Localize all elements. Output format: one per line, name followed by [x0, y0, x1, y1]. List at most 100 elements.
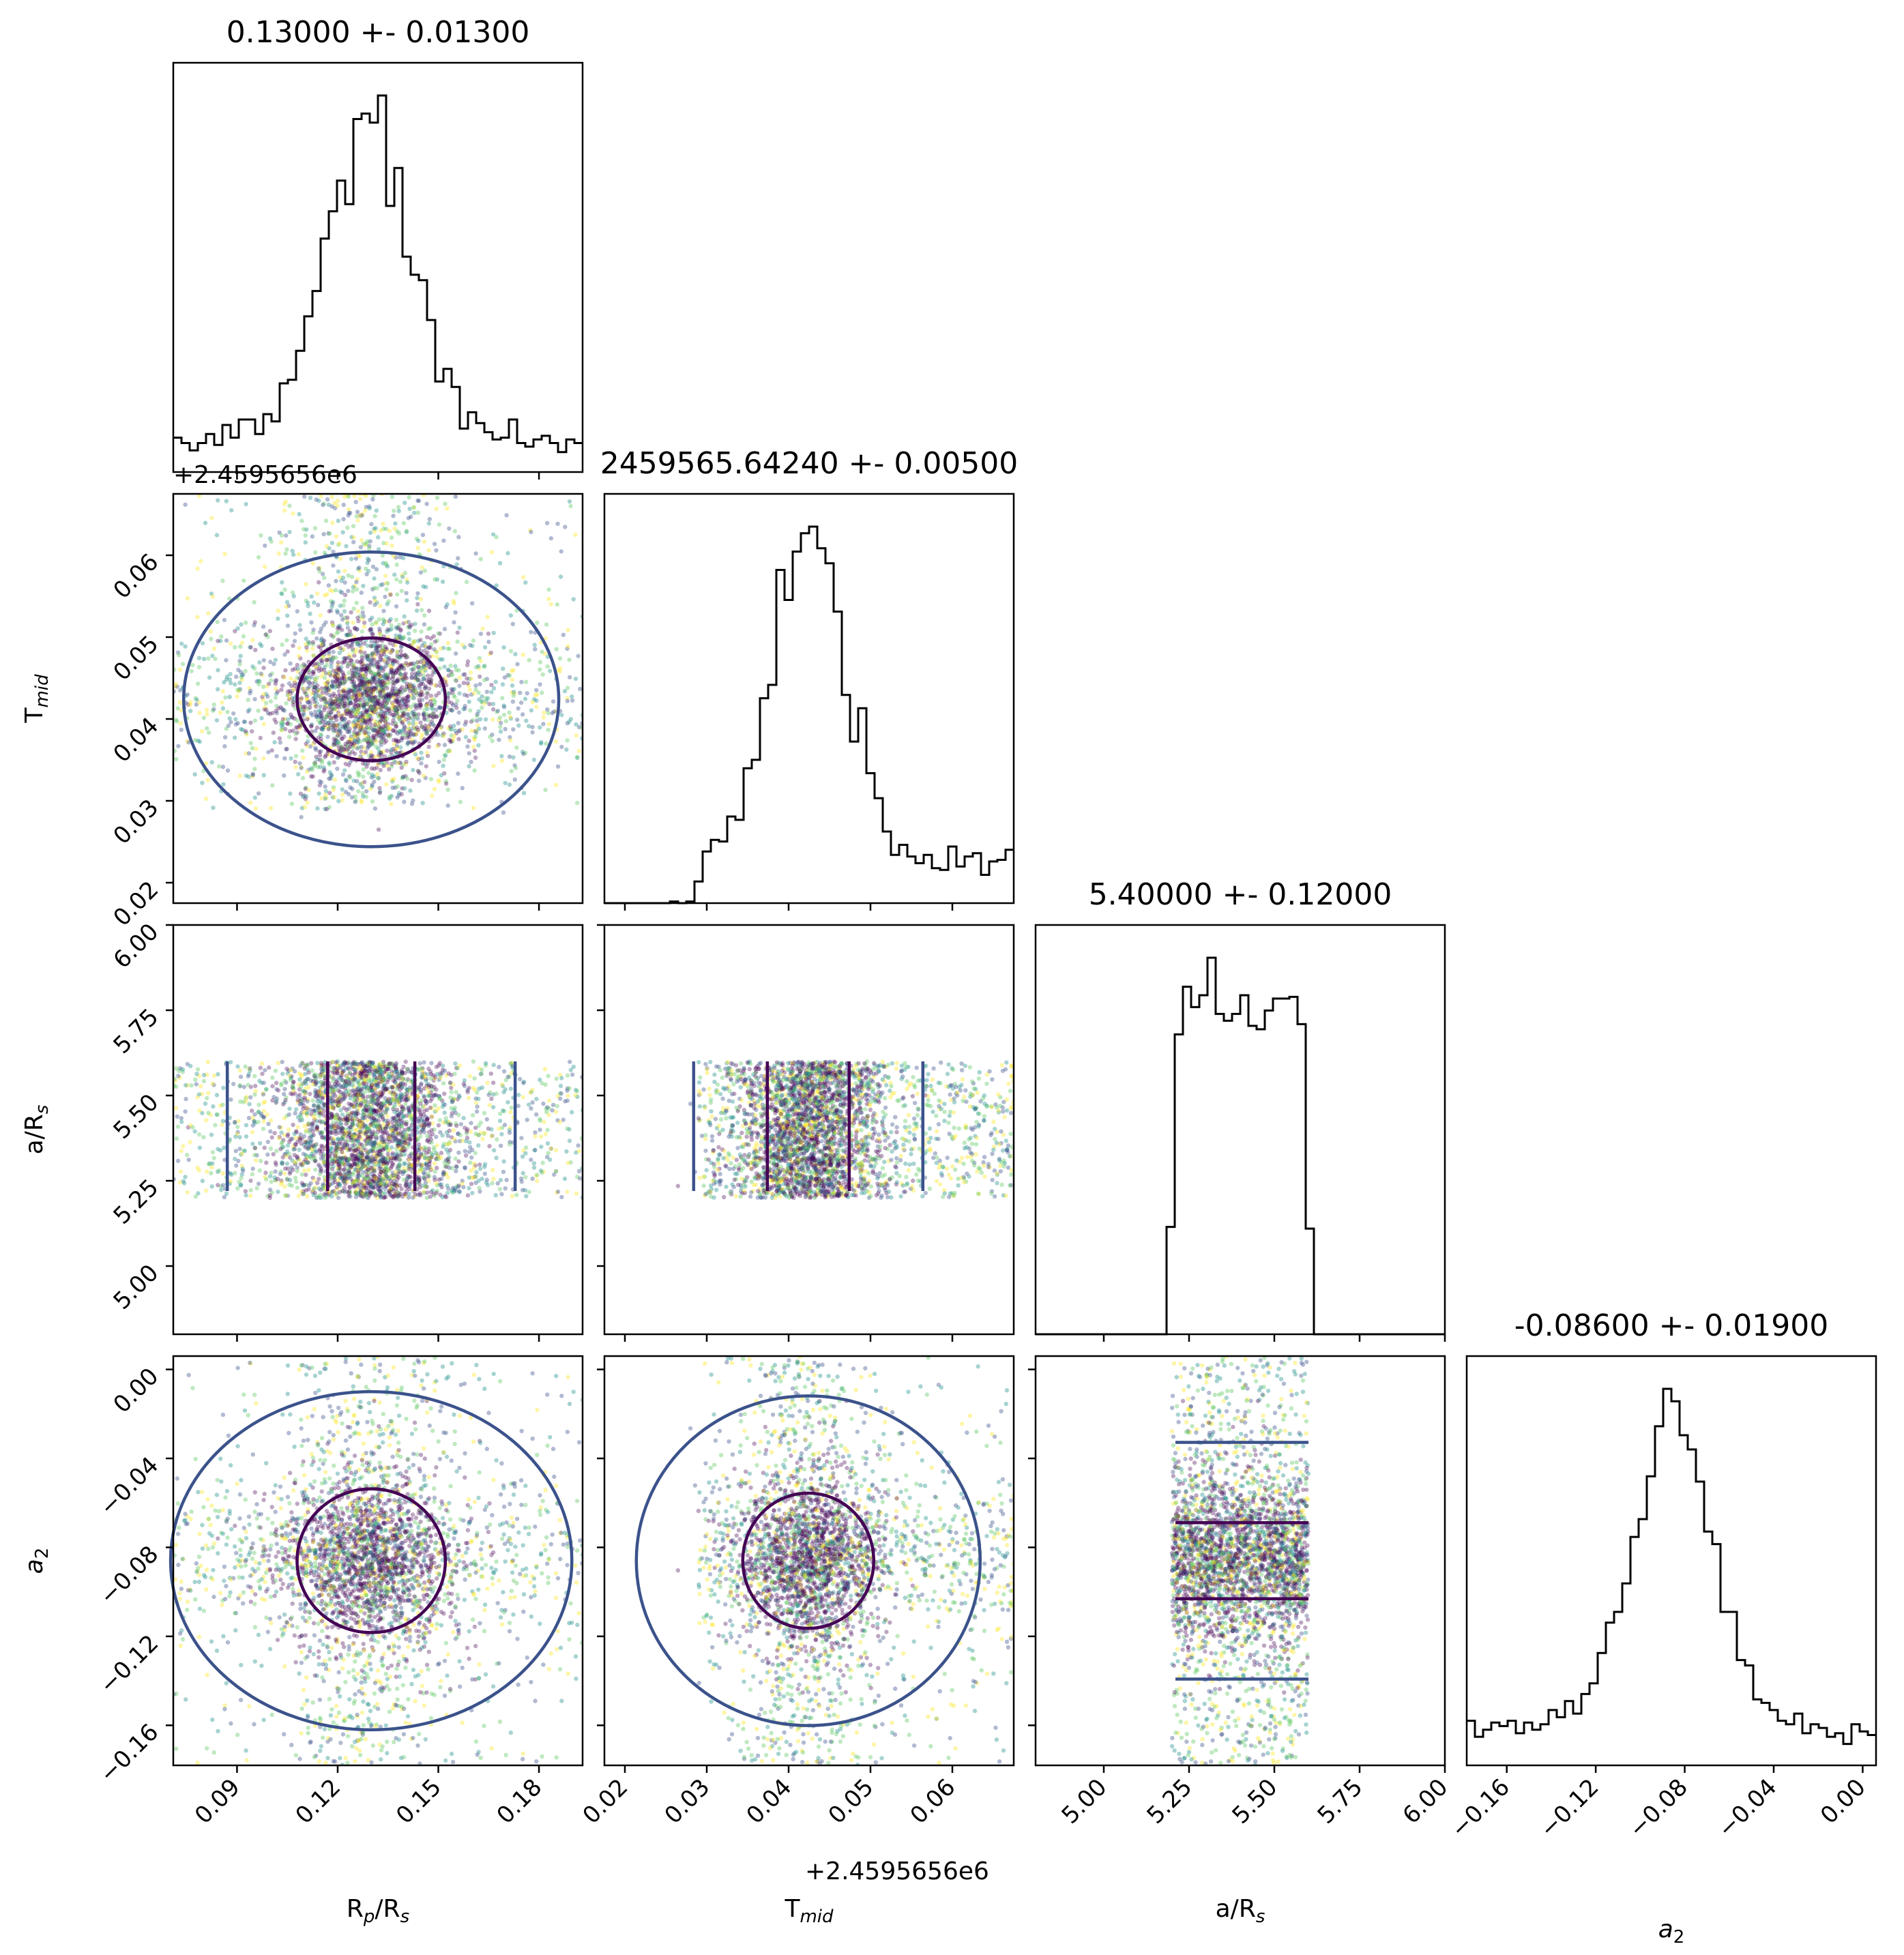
scatter-point — [394, 739, 398, 744]
scatter-point — [402, 673, 407, 677]
scatter-point — [185, 692, 190, 697]
scatter-point — [342, 734, 347, 739]
scatter-point — [333, 672, 338, 677]
scatter-point — [246, 774, 251, 779]
scatter-point — [269, 806, 274, 810]
scatter-point — [418, 570, 424, 575]
scatter-point — [371, 728, 376, 733]
scatter-point — [379, 686, 384, 690]
scatter-point — [349, 701, 353, 705]
scatter-point — [428, 728, 434, 733]
scatter-point — [252, 756, 257, 761]
scatter-point — [319, 711, 324, 716]
scatter-point — [293, 1179, 299, 1184]
scatter-point — [363, 761, 368, 766]
scatter-point — [374, 651, 379, 656]
scatter-point — [378, 1183, 383, 1188]
scatter-point — [241, 672, 246, 677]
scatter-point — [454, 1123, 459, 1128]
scatter-point — [416, 677, 421, 682]
scatter-point — [413, 689, 418, 694]
scatter-point — [396, 677, 400, 681]
scatter-point — [453, 728, 458, 733]
scatter-point — [357, 678, 362, 683]
scatter-point — [353, 687, 357, 692]
scatter-point — [383, 673, 387, 678]
scatter-point — [363, 737, 368, 743]
scatter-point — [338, 603, 342, 608]
scatter-point — [420, 1075, 425, 1080]
scatter-point — [358, 782, 363, 787]
scatter-point — [436, 742, 441, 748]
scatter-point — [396, 1141, 400, 1146]
scatter-point — [324, 806, 329, 812]
scatter-point — [304, 1063, 310, 1068]
scatter-point — [365, 1118, 370, 1123]
scatter-point — [326, 705, 331, 710]
scatter-point — [487, 651, 492, 657]
scatter-point — [350, 1064, 355, 1070]
scatter-point — [377, 720, 383, 725]
scatter-point — [177, 1180, 183, 1185]
scatter-point — [372, 576, 377, 581]
scatter-point — [437, 631, 442, 636]
scatter-point — [343, 1117, 349, 1121]
scatter-point — [347, 729, 351, 733]
scatter-point — [272, 1130, 277, 1136]
scatter-point — [317, 750, 322, 754]
scatter-point — [381, 717, 385, 722]
scatter-point — [368, 711, 374, 716]
scatter-point — [253, 1083, 258, 1089]
scatter-point — [362, 737, 366, 743]
scatter-point — [375, 762, 381, 767]
scatter-point — [347, 1190, 352, 1194]
scatter-point — [478, 557, 483, 561]
scatter-point — [396, 508, 401, 514]
scatter-point — [383, 720, 388, 725]
scatter-point — [427, 713, 432, 718]
scatter-point — [498, 1111, 503, 1117]
scatter-point — [465, 659, 471, 664]
scatter-point — [529, 708, 534, 713]
scatter-point — [334, 1145, 340, 1150]
scatter-point — [463, 706, 467, 711]
scatter-point — [360, 677, 364, 681]
scatter-point — [565, 1126, 570, 1131]
scatter-point — [311, 690, 317, 696]
scatter-point — [378, 657, 383, 662]
scatter-point — [196, 494, 202, 499]
scatter-point — [357, 673, 362, 677]
scatter-point — [394, 699, 399, 704]
scatter-point — [365, 653, 370, 658]
scatter-point — [438, 646, 443, 651]
scatter-point — [318, 720, 323, 725]
scatter-point — [336, 1166, 341, 1171]
scatter-points-layer — [173, 494, 1311, 1765]
scatter-point — [317, 714, 323, 719]
scatter-point — [351, 745, 355, 750]
scatter-point — [349, 1165, 353, 1170]
scatter-point — [370, 685, 375, 690]
scatter-point — [426, 686, 432, 691]
scatter-point — [329, 683, 334, 688]
scatter-point — [337, 541, 342, 546]
scatter-point — [377, 733, 382, 738]
scatter-point — [253, 1089, 259, 1093]
scatter-point — [366, 688, 371, 692]
scatter-point — [376, 701, 381, 706]
scatter-point — [508, 738, 513, 743]
scatter-point — [375, 664, 380, 669]
scatter-point — [370, 643, 375, 649]
scatter-point — [446, 673, 451, 678]
scatter-point — [425, 650, 430, 655]
scatter-point — [352, 685, 357, 690]
scatter-point — [310, 713, 314, 718]
scatter-point — [351, 732, 356, 737]
scatter-point — [365, 715, 370, 720]
scatter-point — [395, 784, 400, 789]
scatter-point — [497, 1126, 501, 1131]
scatter-point — [471, 638, 476, 643]
scatter-point — [326, 531, 331, 535]
scatter-point — [250, 729, 254, 734]
scatter-point — [193, 1194, 198, 1199]
